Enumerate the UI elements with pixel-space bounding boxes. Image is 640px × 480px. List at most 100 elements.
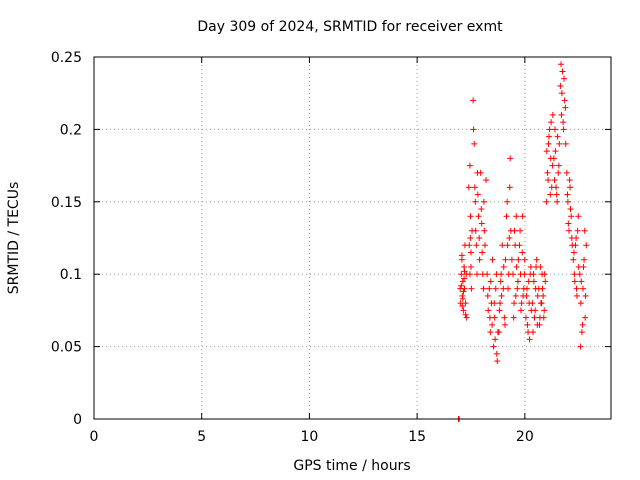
data-point bbox=[549, 111, 556, 118]
data-point bbox=[493, 350, 500, 357]
data-point bbox=[515, 256, 522, 263]
data-point bbox=[541, 271, 548, 278]
data-point bbox=[506, 184, 513, 191]
data-point bbox=[570, 256, 577, 263]
data-point bbox=[458, 282, 465, 289]
data-point bbox=[504, 198, 511, 205]
data-point bbox=[518, 300, 525, 307]
data-point bbox=[466, 242, 473, 249]
data-point bbox=[476, 235, 483, 241]
data-point bbox=[462, 311, 469, 318]
data-point bbox=[545, 177, 552, 184]
data-point bbox=[558, 111, 565, 118]
data-point bbox=[519, 249, 526, 256]
data-point bbox=[461, 275, 468, 282]
data-point bbox=[459, 295, 466, 302]
data-point bbox=[499, 242, 506, 249]
data-point bbox=[467, 235, 474, 241]
data-point bbox=[501, 314, 508, 321]
data-point bbox=[550, 155, 557, 162]
data-point bbox=[533, 256, 540, 263]
data-point bbox=[564, 198, 571, 205]
data-point bbox=[492, 285, 499, 292]
data-point bbox=[563, 169, 570, 176]
data-point bbox=[470, 97, 477, 104]
x-tick-label: 20 bbox=[516, 429, 534, 445]
data-point bbox=[508, 256, 515, 263]
data-point bbox=[536, 321, 543, 328]
data-point bbox=[548, 119, 555, 126]
data-point bbox=[467, 263, 474, 270]
data-point bbox=[512, 292, 519, 299]
data-point bbox=[507, 155, 514, 162]
x-tick-label: 5 bbox=[197, 429, 206, 445]
data-point bbox=[583, 242, 590, 249]
data-point bbox=[509, 271, 516, 278]
data-point bbox=[541, 307, 548, 314]
x-tick-label: 10 bbox=[301, 429, 319, 445]
plot-frame bbox=[93, 56, 612, 420]
data-point bbox=[510, 314, 517, 321]
data-points bbox=[455, 61, 590, 422]
data-point bbox=[582, 292, 589, 299]
data-point bbox=[562, 104, 569, 111]
data-point bbox=[551, 126, 558, 133]
data-point bbox=[537, 263, 544, 270]
data-point bbox=[480, 285, 487, 292]
data-point bbox=[523, 292, 530, 299]
data-point bbox=[487, 329, 494, 336]
data-point bbox=[566, 177, 573, 184]
data-point bbox=[484, 292, 491, 299]
data-point bbox=[471, 140, 478, 147]
data-point bbox=[523, 285, 530, 292]
data-point bbox=[475, 213, 482, 220]
data-point bbox=[575, 213, 582, 220]
data-point bbox=[560, 119, 567, 126]
data-point bbox=[538, 300, 545, 307]
data-point bbox=[470, 126, 477, 133]
data-point bbox=[489, 321, 496, 328]
y-tick-label: 0 bbox=[73, 412, 82, 428]
data-point bbox=[497, 278, 504, 285]
data-point bbox=[461, 285, 468, 292]
data-point bbox=[577, 343, 584, 350]
data-point bbox=[549, 162, 556, 169]
data-point bbox=[521, 271, 528, 278]
data-point bbox=[459, 303, 466, 310]
data-point bbox=[543, 198, 550, 205]
data-point bbox=[557, 82, 564, 89]
data-point bbox=[481, 242, 488, 249]
data-point bbox=[558, 61, 565, 68]
data-point bbox=[461, 268, 468, 275]
data-point bbox=[573, 292, 580, 299]
data-point bbox=[578, 278, 585, 285]
data-point bbox=[491, 300, 498, 307]
data-point bbox=[546, 126, 553, 133]
data-point bbox=[560, 126, 567, 133]
data-point bbox=[490, 343, 497, 350]
data-point bbox=[487, 278, 494, 285]
data-point bbox=[547, 191, 554, 198]
data-point bbox=[534, 292, 541, 299]
data-point bbox=[531, 314, 538, 321]
data-point bbox=[511, 227, 518, 234]
data-point bbox=[478, 206, 485, 213]
data-point bbox=[473, 242, 480, 249]
data-point bbox=[559, 68, 566, 75]
y-tick-label: 0.1 bbox=[60, 267, 82, 283]
data-point bbox=[526, 336, 533, 343]
data-point bbox=[579, 321, 586, 328]
data-point bbox=[543, 148, 550, 155]
data-point bbox=[554, 198, 561, 205]
data-point bbox=[458, 252, 465, 259]
data-point bbox=[498, 271, 505, 278]
grid-lines bbox=[94, 57, 611, 419]
data-point bbox=[530, 278, 537, 285]
data-point bbox=[540, 292, 547, 299]
data-point bbox=[582, 314, 589, 321]
data-point bbox=[514, 285, 521, 292]
data-point bbox=[467, 249, 474, 256]
data-point bbox=[540, 314, 547, 321]
data-point bbox=[571, 278, 578, 285]
data-point bbox=[532, 307, 539, 314]
